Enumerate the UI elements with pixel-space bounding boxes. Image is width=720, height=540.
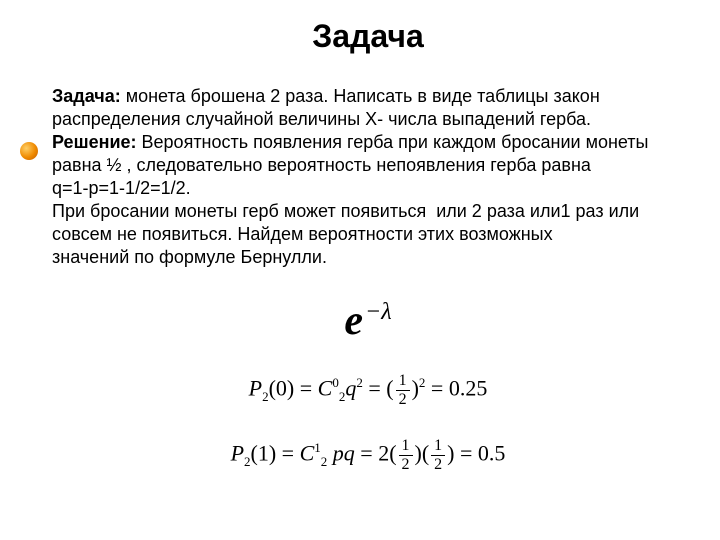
f2-frac-den: 2	[396, 391, 410, 408]
page-title: Задача	[52, 18, 684, 55]
f2-eq3: = 0.25	[425, 376, 487, 401]
f2-frac: 12	[396, 373, 410, 408]
f3-f1-den: 2	[399, 456, 413, 473]
f3-eq2: = 2(	[355, 441, 397, 466]
solution-line-1: Решение: Вероятность появления герба при…	[52, 131, 684, 154]
bullet-decor	[20, 142, 38, 160]
body-text: Задача: монета брошена 2 раза. Написать …	[52, 85, 684, 269]
f3-pq: pq	[327, 441, 355, 466]
problem-line-1: Задача: монета брошена 2 раза. Написать …	[52, 85, 684, 108]
problem-line-2: распределения случайной величины Х- числ…	[52, 108, 684, 131]
solution-line-2: равна ½ , следовательно вероятность непо…	[52, 154, 684, 177]
f3-frac2: 12	[431, 438, 445, 473]
f2-eq2: = (	[363, 376, 394, 401]
f3-C: C	[300, 441, 315, 466]
f3-arg: (1)	[251, 441, 277, 466]
f3-close: )	[447, 441, 454, 466]
problem-text-1: монета брошена 2 раза. Написать в виде т…	[121, 86, 600, 106]
f2-P: P	[249, 376, 262, 401]
f3-f1-num: 1	[399, 438, 413, 456]
para2-line-3: значений по формуле Бернулли.	[52, 246, 684, 269]
para2-line-1: При бросании монеты герб может появиться…	[52, 200, 684, 223]
formula-p2-0: P2(0) = C02q2 = (12)2 = 0.25	[52, 373, 684, 408]
problem-label: Задача:	[52, 86, 121, 106]
f3-frac1: 12	[399, 438, 413, 473]
f2-eq: =	[294, 376, 317, 401]
formula1-exp: −λ	[365, 299, 392, 325]
f3-mid: )(	[415, 441, 430, 466]
f2-close: )	[412, 376, 419, 401]
f3-eq: =	[276, 441, 299, 466]
f3-f2-num: 1	[431, 438, 445, 456]
formula-e-lambda: e−λ	[52, 297, 684, 345]
solution-line-3: q=1-p=1-1/2=1/2.	[52, 177, 684, 200]
solution-text-1: Вероятность появления герба при каждом б…	[137, 132, 649, 152]
f2-frac-num: 1	[396, 373, 410, 391]
f2-C: C	[318, 376, 333, 401]
solution-label: Решение:	[52, 132, 137, 152]
f3-eq3: = 0.5	[455, 441, 506, 466]
f2-q: q	[345, 376, 356, 401]
f3-P: P	[231, 441, 244, 466]
formula-p2-1: P2(1) = C12 pq = 2(12)(12) = 0.5	[52, 438, 684, 473]
para2-line-2: совсем не появиться. Найдем вероятности …	[52, 223, 684, 246]
f3-f2-den: 2	[431, 456, 445, 473]
formula1-e: e	[344, 298, 363, 344]
f2-arg: (0)	[269, 376, 295, 401]
slide-page: Задача Задача: монета брошена 2 раза. На…	[0, 0, 720, 540]
